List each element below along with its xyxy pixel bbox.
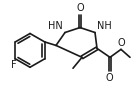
- Text: F: F: [12, 60, 17, 70]
- Text: HN: HN: [48, 20, 63, 30]
- Text: O: O: [76, 3, 84, 13]
- Text: O: O: [105, 73, 113, 83]
- Text: O: O: [117, 38, 125, 48]
- Text: NH: NH: [97, 20, 112, 30]
